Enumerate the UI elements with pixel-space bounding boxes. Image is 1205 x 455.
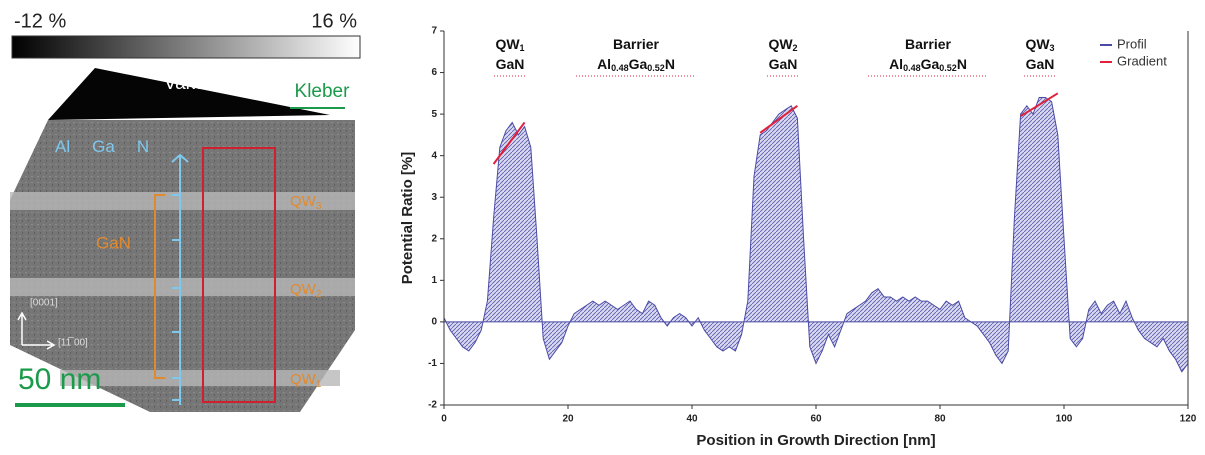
material-part: N bbox=[665, 56, 675, 72]
annotation-name: Barrier bbox=[905, 36, 951, 52]
x-tick-label: 40 bbox=[686, 414, 698, 425]
direction-up: [0001] bbox=[30, 298, 58, 309]
profile-box bbox=[202, 147, 276, 403]
colorbar bbox=[11, 35, 361, 59]
vacuum-region bbox=[48, 68, 330, 120]
series-line bbox=[443, 96, 1189, 373]
annotation-material: Al0.48Ga0.52N bbox=[889, 56, 967, 74]
well-index: 2 bbox=[316, 289, 322, 300]
annotation-material: GaN bbox=[769, 56, 798, 72]
y-tick-label: -2 bbox=[428, 400, 437, 411]
x-tick-label: 120 bbox=[1180, 414, 1197, 425]
profile-area bbox=[444, 97, 1188, 372]
legend-label: Profil bbox=[1117, 36, 1147, 51]
well-band bbox=[10, 192, 355, 210]
gan-label: GaN bbox=[96, 233, 131, 252]
colorbar-min: -12 % bbox=[14, 10, 66, 32]
material-subscript: 0.48 bbox=[611, 63, 629, 73]
y-axis-label: Potential Ratio [%] bbox=[399, 152, 416, 285]
material-subscript: 0.52 bbox=[939, 63, 957, 73]
well-label: QW2 bbox=[290, 281, 322, 300]
well-label: QW3 bbox=[290, 193, 322, 212]
annotation-material: GaN bbox=[1026, 56, 1055, 72]
series-line bbox=[492, 92, 1059, 165]
annotation-index: 1 bbox=[520, 43, 525, 53]
barrier-label-part: Al bbox=[55, 137, 70, 156]
well-index: 1 bbox=[316, 379, 322, 390]
y-tick-label: 4 bbox=[431, 150, 437, 161]
annotation-name: Barrier bbox=[613, 36, 659, 52]
well-index: 3 bbox=[316, 201, 322, 212]
annotation-label: QW3 bbox=[1025, 36, 1054, 54]
y-tick-label: 3 bbox=[431, 192, 437, 203]
y-tick-label: 7 bbox=[431, 26, 437, 37]
y-tick-label: 5 bbox=[431, 109, 437, 120]
tem-image: -12 % 16 % Vakuum Kleber Al Ga N GaN QW3 Q… bbox=[10, 10, 361, 412]
material-part: Al bbox=[889, 56, 903, 72]
material-part: Al bbox=[597, 56, 611, 72]
direction-arrow bbox=[171, 153, 189, 405]
annotation-label: Barrier bbox=[905, 36, 951, 52]
material-part: GaN bbox=[496, 56, 525, 72]
y-tick-label: 1 bbox=[431, 275, 437, 286]
y-tick-label: 6 bbox=[431, 67, 437, 78]
scale-bar bbox=[15, 403, 125, 407]
x-tick-label: 0 bbox=[441, 414, 447, 425]
material-part: GaN bbox=[769, 56, 798, 72]
well-name: QW bbox=[290, 193, 317, 210]
orientation-axes bbox=[17, 311, 56, 350]
direction-right: [11̅ 00] bbox=[58, 337, 88, 349]
annotation-index: 3 bbox=[1050, 43, 1055, 53]
barrier-label-part: Ga bbox=[92, 137, 115, 156]
annotation-material: Al0.48Ga0.52N bbox=[597, 56, 675, 74]
arrow-ticks bbox=[172, 194, 180, 401]
material-part: Ga bbox=[921, 56, 940, 72]
material-part: N bbox=[957, 56, 967, 72]
annotation-name: QW bbox=[768, 36, 793, 52]
y-tick-label: 2 bbox=[431, 233, 437, 244]
material-part: Ga bbox=[629, 56, 648, 72]
legend-label: Gradient bbox=[1117, 53, 1167, 68]
annotation-name: QW bbox=[1025, 36, 1050, 52]
x-tick-label: 20 bbox=[562, 414, 574, 425]
annotation-label: Barrier bbox=[613, 36, 659, 52]
x-tick-label: 60 bbox=[810, 414, 822, 425]
material-part: GaN bbox=[1026, 56, 1055, 72]
vacuum-label: Vakuum bbox=[164, 73, 232, 94]
y-tick-label: 0 bbox=[431, 317, 437, 328]
y-tick-label: -1 bbox=[428, 358, 437, 369]
x-tick-label: 100 bbox=[1056, 414, 1073, 425]
well-band bbox=[10, 278, 355, 296]
material-subscript: 0.52 bbox=[647, 63, 665, 73]
annotation-material: GaN bbox=[496, 56, 525, 72]
colorbar-max: 16 % bbox=[311, 10, 357, 32]
annotation-index: 2 bbox=[793, 43, 798, 53]
glue-label: Kleber bbox=[295, 81, 351, 102]
annotation-label: QW2 bbox=[768, 36, 797, 54]
annotation-name: QW bbox=[495, 36, 520, 52]
well-label: QW1 bbox=[290, 371, 322, 390]
x-tick-label: 80 bbox=[934, 414, 946, 425]
well-name: QW bbox=[290, 281, 317, 298]
material-subscript: 0.48 bbox=[903, 63, 921, 73]
barrier-label-part: N bbox=[137, 137, 149, 156]
barrier-label: Al Ga N bbox=[55, 137, 149, 156]
chart: -2 -1 0 1 2 3 4 5 6 7 0 20 40 60 80 100 120 Position in G… bbox=[399, 26, 1197, 449]
gan-bracket bbox=[154, 194, 165, 379]
well-band bbox=[60, 370, 340, 386]
scale-bar-label: 50 nm bbox=[18, 363, 101, 396]
annotation-label: QW1 bbox=[495, 36, 524, 54]
x-axis-label: Position in Growth Direction [nm] bbox=[696, 432, 935, 449]
well-name: QW bbox=[290, 371, 317, 388]
